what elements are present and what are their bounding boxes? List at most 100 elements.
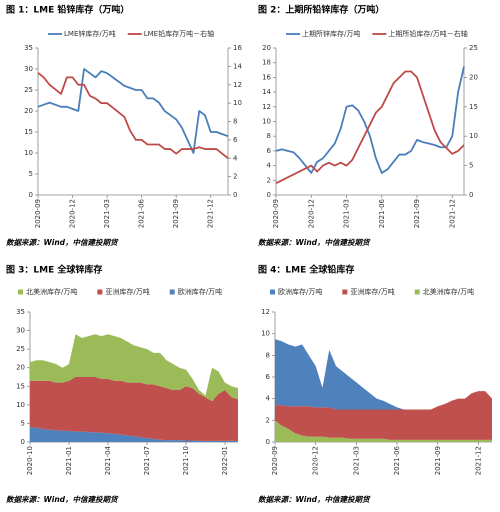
- legend-label: 上期所铅库存/万吨－右轴: [388, 29, 467, 38]
- chart-title: 图 1：LME 铅锌库存（万吨）: [6, 4, 129, 16]
- y-tick-label: 5: [29, 170, 33, 178]
- y2-tick-label: 6: [233, 136, 238, 144]
- x-tick-label: 2021-07: [143, 446, 151, 475]
- y-tick-label: 12: [262, 103, 271, 111]
- x-tick-label: 2021-09: [413, 199, 421, 228]
- chart-panel: 图 1：LME 铅锌库存（万吨）数据来源：Wind，中信建投期货05101520…: [6, 4, 242, 248]
- y-tick-label: 10: [262, 118, 271, 126]
- y2-tick-label: 16: [233, 44, 242, 52]
- x-tick-label: 2020-12: [312, 446, 320, 475]
- x-tick-label: 2021-09: [434, 446, 442, 475]
- y-tick-label: 20: [262, 44, 271, 52]
- y2-tick-label: 8: [233, 118, 237, 126]
- y-tick-label: 18: [262, 59, 271, 67]
- y-tick-label: 14: [262, 88, 271, 96]
- x-tick-label: 2021-03: [352, 446, 360, 475]
- y-tick-label: 10: [261, 330, 270, 338]
- series-area: [30, 377, 238, 441]
- y2-tick-label: 0: [233, 191, 237, 199]
- y-tick-label: 10: [16, 401, 25, 409]
- y-tick-label: 6: [266, 373, 271, 381]
- series-line: [275, 66, 465, 174]
- legend-label: 欧洲库存/万吨: [278, 287, 322, 296]
- y-tick-label: 25: [16, 345, 25, 353]
- y-tick-label: 0: [266, 438, 270, 446]
- y-tick-label: 12: [261, 308, 270, 316]
- series-area: [30, 427, 238, 442]
- series-area: [275, 420, 492, 442]
- y-tick-label: 16: [262, 73, 271, 81]
- x-tick-label: 2021-12: [474, 446, 482, 475]
- x-tick-label: 2021-10: [182, 446, 190, 475]
- x-tick-label: 2020-09: [272, 199, 280, 228]
- y-tick-label: 8: [266, 351, 270, 359]
- x-tick-label: 2021-12: [207, 199, 215, 228]
- legend-swatch: [270, 289, 275, 295]
- y2-tick-label: 14: [233, 62, 242, 70]
- y-tick-label: 0: [267, 191, 271, 199]
- source-note: 数据来源：Wind，中信建投期货: [6, 495, 119, 504]
- legend-label: 亚洲库存/万吨: [350, 287, 394, 296]
- y-tick-label: 25: [24, 86, 33, 94]
- y2-tick-label: 4: [233, 154, 238, 162]
- legend-swatch: [169, 289, 175, 295]
- y2-tick-label: 20: [469, 73, 478, 81]
- chart-panel: 图 2：上期所铅锌库存（万吨） 数据来源：Wind，中信建投期货 0 2 4 6 8 10 12…: [258, 4, 478, 248]
- y-tick-label: 6: [267, 147, 272, 155]
- x-tick-label: 2021-03: [343, 199, 351, 228]
- x-tick-label: 2020-09: [271, 446, 279, 475]
- y-tick-label: 4: [266, 395, 271, 403]
- x-tick-label: 2020-09: [34, 199, 42, 228]
- source-note: 数据来源：Wind，中信建投期货: [258, 495, 371, 504]
- legend-label: LME锌库存/万吨: [64, 29, 116, 38]
- y-tick-label: 2: [267, 176, 271, 184]
- y-tick-label: 4: [267, 162, 272, 170]
- y2-tick-label: 12: [233, 81, 242, 89]
- series-line: [37, 72, 229, 159]
- y2-tick-label: 25: [469, 44, 478, 52]
- x-tick-label: 2021-01: [65, 446, 73, 475]
- x-tick-label: 2020-12: [307, 199, 315, 228]
- chart-title: 图 3：LME 全球锌库存: [6, 264, 102, 276]
- x-tick-label: 2020-10: [26, 446, 34, 475]
- y-tick-label: 15: [24, 128, 33, 136]
- legend-label: 欧洲库存/万吨: [178, 287, 222, 296]
- y2-tick-label: 0: [469, 191, 473, 199]
- legend-label: 北美洲库存/万吨: [26, 287, 77, 296]
- y-tick-label: 2: [266, 416, 270, 424]
- y-tick-label: 15: [16, 382, 25, 390]
- y-tick-label: 30: [24, 65, 33, 73]
- series-area: [275, 391, 492, 440]
- y-tick-label: 8: [267, 132, 271, 140]
- x-tick-label: 2021-06: [378, 198, 386, 228]
- x-tick-label: 2021-06: [393, 445, 401, 475]
- y2-tick-label: 15: [469, 103, 478, 111]
- legend-label: 亚洲库存/万吨: [105, 287, 149, 296]
- x-tick-label: 2021-03: [103, 199, 111, 228]
- y-tick-label: 20: [16, 364, 25, 372]
- legend-label: 北美洲库存/万吨: [423, 287, 474, 296]
- legend-swatch: [18, 289, 23, 295]
- x-tick-label: 2021-06: [138, 198, 146, 228]
- y2-tick-label: 10: [233, 99, 242, 107]
- y-tick-label: 10: [24, 149, 33, 157]
- legend-label: 上期所锌库存/万吨: [302, 29, 360, 38]
- x-tick-label: 2021-04: [104, 445, 112, 475]
- y-tick-label: 35: [16, 308, 25, 316]
- chart-title: 图 2：上期所铅锌库存（万吨）: [258, 4, 384, 16]
- y2-tick-label: 2: [233, 173, 237, 181]
- legend-swatch: [414, 289, 420, 295]
- series-area: [30, 334, 238, 402]
- y2-tick-label: 5: [469, 162, 473, 170]
- legend-swatch: [342, 289, 348, 295]
- y-tick-label: 5: [21, 419, 25, 427]
- y-tick-label: 20: [24, 107, 33, 115]
- series-area: [275, 339, 492, 410]
- x-tick-label: 2021-09: [172, 199, 180, 228]
- y-tick-label: 30: [16, 327, 25, 335]
- series-line: [275, 70, 465, 185]
- legend-swatch: [97, 289, 103, 295]
